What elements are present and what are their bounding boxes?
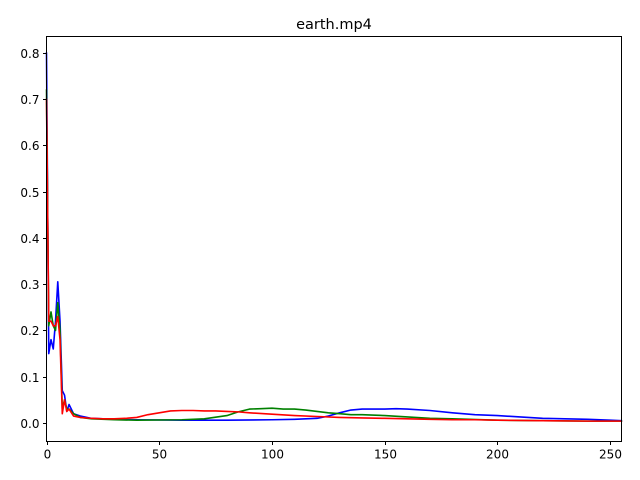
x-tick-label: 50: [152, 448, 167, 462]
x-tick-label: 200: [486, 448, 509, 462]
chart-title: earth.mp4: [296, 17, 372, 33]
series-layer: [45, 51, 623, 422]
y-tick-label: 0.0: [20, 417, 39, 431]
tick-layer: 0 50 100 150 200 250 0.0 0.1 0.2 0.3 0.4 0.5 0.6 0.7 0…: [20, 47, 622, 462]
y-tick-label: 0.1: [20, 371, 39, 385]
x-tick-label: 0: [44, 448, 52, 462]
plot-frame: [46, 36, 622, 442]
y-tick-label: 0.7: [20, 93, 39, 107]
y-tick-label: 0.2: [20, 324, 39, 338]
x-tick-label: 150: [374, 448, 397, 462]
y-tick-label: 0.3: [20, 278, 39, 292]
x-tick-label: 250: [599, 448, 622, 462]
y-tick-label: 0.8: [20, 47, 39, 61]
y-tick-label: 0.6: [20, 139, 39, 153]
y-tick-label: 0.5: [20, 186, 39, 200]
series-line-3: [45, 98, 623, 422]
x-tick-label: 100: [261, 448, 284, 462]
y-tick-label: 0.4: [20, 232, 39, 246]
